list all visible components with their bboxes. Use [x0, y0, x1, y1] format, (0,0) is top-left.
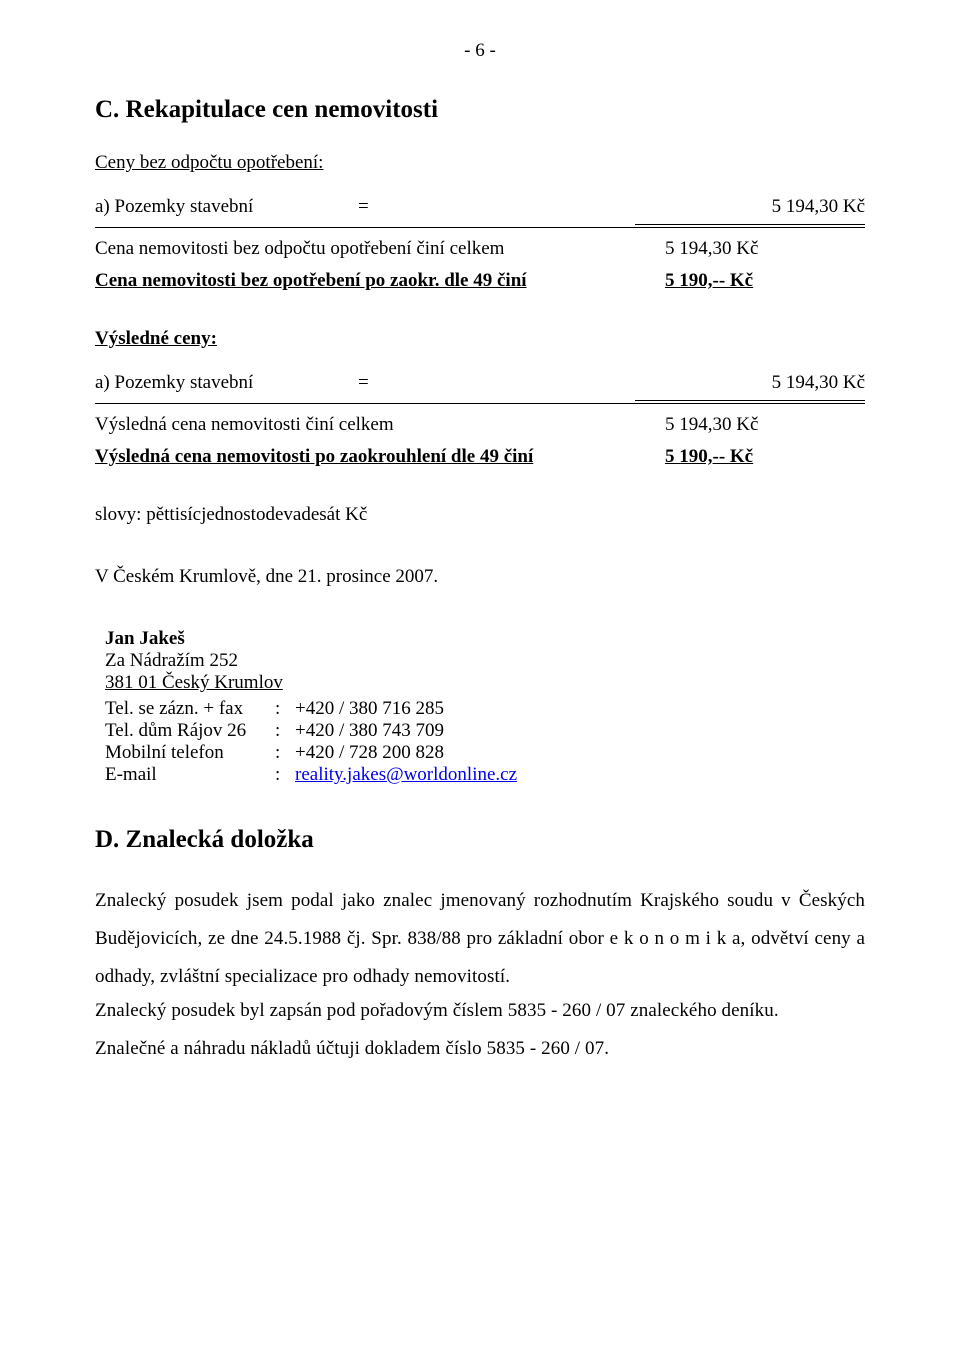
- summary-line-4: Výsledná cena nemovitosti po zaokrouhlen…: [95, 446, 865, 468]
- contact-value: +420 / 380 743 709: [295, 720, 444, 742]
- subtitle-ceny-bez: Ceny bez odpočtu opotřebení:: [95, 152, 865, 174]
- contact-label: Tel. se zázn. + fax: [105, 698, 275, 720]
- email-link[interactable]: reality.jakes@worldonline.cz: [295, 764, 517, 786]
- summary-label: Cena nemovitosti bez opotřebení po zaokr…: [95, 270, 625, 292]
- rule-short: [635, 400, 865, 401]
- author-name: Jan Jakeš: [105, 628, 865, 650]
- contact-colon: :: [275, 742, 295, 764]
- contact-phone-home: Tel. dům Rájov 26 : +420 / 380 743 709: [105, 720, 865, 742]
- summary-label: Výsledná cena nemovitosti po zaokrouhlen…: [95, 446, 625, 468]
- row-equals: =: [253, 196, 473, 218]
- subtitle-vysledne: Výsledné ceny:: [95, 328, 865, 350]
- contact-mobile: Mobilní telefon : +420 / 728 200 828: [105, 742, 865, 764]
- summary-label: Výsledná cena nemovitosti činí celkem: [95, 414, 625, 436]
- summary-value: 5 190,-- Kč: [625, 446, 865, 468]
- row-pozemky-1: a) Pozemky stavební = 5 194,30 Kč: [95, 196, 865, 218]
- contact-colon: :: [275, 720, 295, 742]
- contact-label: Mobilní telefon: [105, 742, 275, 764]
- section-d-paragraph-1: Znalecký posudek jsem podal jako znalec …: [95, 882, 865, 996]
- row-pozemky-2: a) Pozemky stavební = 5 194,30 Kč: [95, 372, 865, 394]
- contact-email: E-mail : reality.jakes@worldonline.cz: [105, 764, 865, 786]
- row-label: a) Pozemky stavební: [95, 196, 253, 218]
- summary-value: 5 194,30 Kč: [625, 238, 865, 260]
- contact-value: +420 / 728 200 828: [295, 742, 444, 764]
- contact-label: E-mail: [105, 764, 275, 786]
- section-c-title: C. Rekapitulace cen nemovitosti: [95, 96, 865, 124]
- row-equals: =: [253, 372, 473, 394]
- slovy-line: slovy: pěttisícjednostodevadesát Kč: [95, 504, 865, 526]
- contact-colon: :: [275, 764, 295, 786]
- section-d-paragraph-3: Znalečné a náhradu nákladů účtuji doklad…: [95, 1034, 865, 1064]
- rule-short: [635, 224, 865, 225]
- row-value: 5 194,30 Kč: [473, 196, 865, 218]
- author-addr2: 381 01 Český Krumlov: [105, 672, 865, 694]
- contact-label: Tel. dům Rájov 26: [105, 720, 275, 742]
- author-addr1: Za Nádražím 252: [105, 650, 865, 672]
- summary-line-2: Cena nemovitosti bez opotřebení po zaokr…: [95, 270, 865, 292]
- summary-label: Cena nemovitosti bez odpočtu opotřebení …: [95, 238, 625, 260]
- row-label: a) Pozemky stavební: [95, 372, 253, 394]
- document-page: - 6 - C. Rekapitulace cen nemovitosti Ce…: [0, 0, 960, 1361]
- summary-value: 5 194,30 Kč: [625, 414, 865, 436]
- author-block: Jan Jakeš Za Nádražím 252 381 01 Český K…: [95, 628, 865, 786]
- p1-part-b: e k o n o m i k a,: [610, 928, 746, 949]
- place-date: V Českém Krumlově, dne 21. prosince 2007…: [95, 566, 865, 588]
- contact-phone-fax: Tel. se zázn. + fax : +420 / 380 716 285: [105, 698, 865, 720]
- summary-line-1: Cena nemovitosti bez odpočtu opotřebení …: [95, 238, 865, 260]
- summary-value: 5 190,-- Kč: [625, 270, 865, 292]
- row-value: 5 194,30 Kč: [473, 372, 865, 394]
- contact-colon: :: [275, 698, 295, 720]
- section-d-paragraph-2: Znalecký posudek byl zapsán pod pořadový…: [95, 996, 865, 1026]
- page-number: - 6 -: [95, 40, 865, 62]
- summary-line-3: Výsledná cena nemovitosti činí celkem 5 …: [95, 414, 865, 436]
- contact-value: +420 / 380 716 285: [295, 698, 444, 720]
- section-d-title: D. Znalecká doložka: [95, 826, 865, 854]
